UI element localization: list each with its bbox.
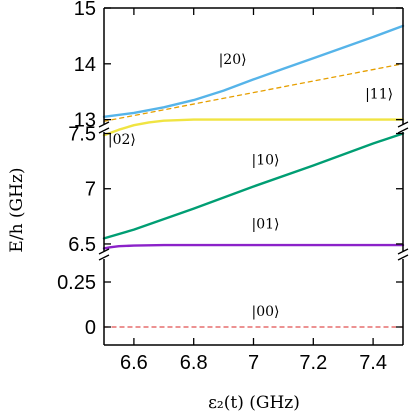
series-line-0-1 — [102, 118, 405, 137]
y-tick-label: 13 — [74, 110, 96, 132]
x-tick-label: 7 — [248, 352, 259, 374]
axis-break-mark — [397, 121, 409, 128]
series-label-0-2: |02⟩ — [108, 132, 136, 148]
series-label-2-0: |00⟩ — [252, 304, 280, 320]
series-line-0-2 — [103, 63, 404, 122]
series-label-1-0: |10⟩ — [252, 152, 280, 168]
axis-break-mark — [98, 127, 110, 134]
y-tick-label: 0 — [85, 317, 96, 339]
y-axis-label: E/h (GHz) — [7, 167, 27, 252]
y-tick-label: 7.5 — [68, 124, 96, 146]
axis-break-mark — [98, 254, 110, 261]
axis-break-mask — [397, 124, 409, 132]
axis-break-mask — [397, 251, 409, 259]
series-label-1-1: |01⟩ — [252, 217, 280, 233]
axis-break-mark — [98, 248, 110, 255]
x-tick-label: 6.6 — [120, 352, 148, 374]
x-tick-label: 7.4 — [359, 352, 387, 374]
series-line-0-0 — [102, 24, 405, 119]
series-label-0-1: |11⟩ — [365, 86, 393, 102]
axis-break-mark — [397, 254, 409, 261]
y-tick-label: 0.25 — [57, 272, 96, 294]
x-tick-label: 7.2 — [299, 352, 327, 374]
y-tick-label: 7 — [85, 179, 96, 201]
plot-area: |20⟩ |11⟩ |02⟩ 13 14 15 |10⟩ |01⟩ 6.5 7 7.5 |00⟩ 0 0.… — [57, 0, 409, 374]
axis-break-mask — [98, 251, 110, 259]
x-axis-label: ε₂(t) (GHz) — [208, 393, 300, 413]
series-line-1-1 — [102, 243, 405, 250]
axis-break-mark — [397, 127, 409, 134]
y-tick-label: 15 — [74, 0, 96, 20]
axis-break-mask — [98, 124, 110, 132]
y-tick-label: 14 — [74, 54, 96, 76]
axis-break-mark — [98, 121, 110, 128]
series-label-0-0: |20⟩ — [219, 52, 247, 68]
x-tick-label: 6.8 — [180, 352, 208, 374]
y-tick-label: 6.5 — [68, 234, 96, 256]
series-line-1-0 — [102, 132, 405, 240]
axis-break-mark — [397, 248, 409, 255]
